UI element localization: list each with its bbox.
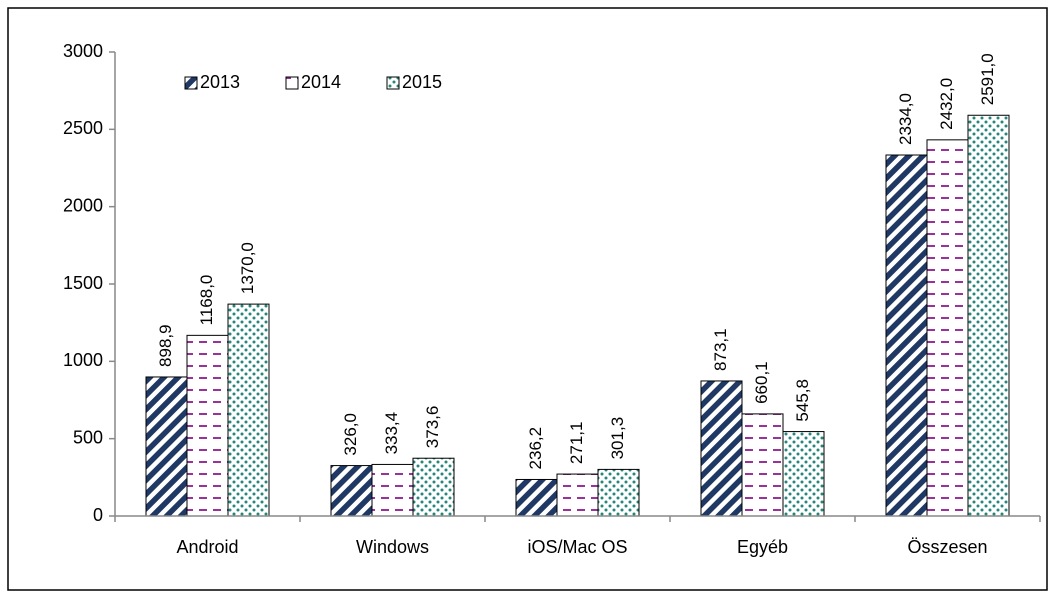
value-label: 1168,0: [197, 275, 216, 326]
value-label: 1370,0: [238, 242, 257, 294]
bar: [782, 431, 825, 517]
bar: [186, 334, 229, 517]
x-tick-label: iOS/Mac OS: [527, 537, 627, 557]
bar: [556, 473, 599, 517]
legend-label: 2013: [200, 72, 240, 92]
x-tick-label: Összesen: [907, 537, 987, 557]
bar: [330, 465, 373, 517]
y-tick-label: 1000: [63, 350, 103, 370]
y-tick-label: 0: [93, 505, 103, 525]
y-tick-label: 3000: [63, 41, 103, 61]
x-tick-label: Windows: [356, 537, 429, 557]
value-label: 326,0: [341, 413, 360, 456]
value-label: 898,9: [156, 324, 175, 367]
value-label: 2334,0: [896, 93, 915, 145]
bar: [741, 413, 784, 517]
legend-swatch: [386, 76, 400, 90]
value-label: 373,6: [423, 406, 442, 449]
legend-label: 2015: [402, 72, 442, 92]
value-label: 271,1: [567, 422, 586, 465]
value-label: 333,4: [382, 412, 401, 455]
bar: [926, 139, 969, 517]
value-label: 2432,0: [937, 78, 956, 130]
y-tick-label: 1500: [63, 273, 103, 293]
y-tick-label: 500: [73, 427, 103, 447]
x-tick-label: Egyéb: [737, 537, 788, 557]
bar: [145, 376, 188, 517]
bar: [700, 380, 743, 517]
bar: [967, 114, 1010, 517]
y-tick-label: 2000: [63, 195, 103, 215]
legend-swatch: [285, 76, 299, 90]
value-label: 545,8: [793, 379, 812, 422]
bar: [412, 457, 455, 517]
value-label: 873,1: [711, 328, 730, 371]
value-label: 2591,0: [978, 53, 997, 105]
x-tick-label: Android: [176, 537, 238, 557]
bar: [885, 154, 928, 517]
legend-swatch: [184, 76, 198, 90]
value-label: 660,1: [752, 361, 771, 404]
legend-label: 2014: [301, 72, 341, 92]
value-label: 301,3: [608, 417, 627, 460]
y-tick-label: 2500: [63, 118, 103, 138]
value-label: 236,2: [526, 427, 545, 470]
bar: [371, 463, 414, 517]
bar: [227, 303, 270, 517]
bar: [515, 478, 558, 517]
bar: [597, 468, 640, 517]
